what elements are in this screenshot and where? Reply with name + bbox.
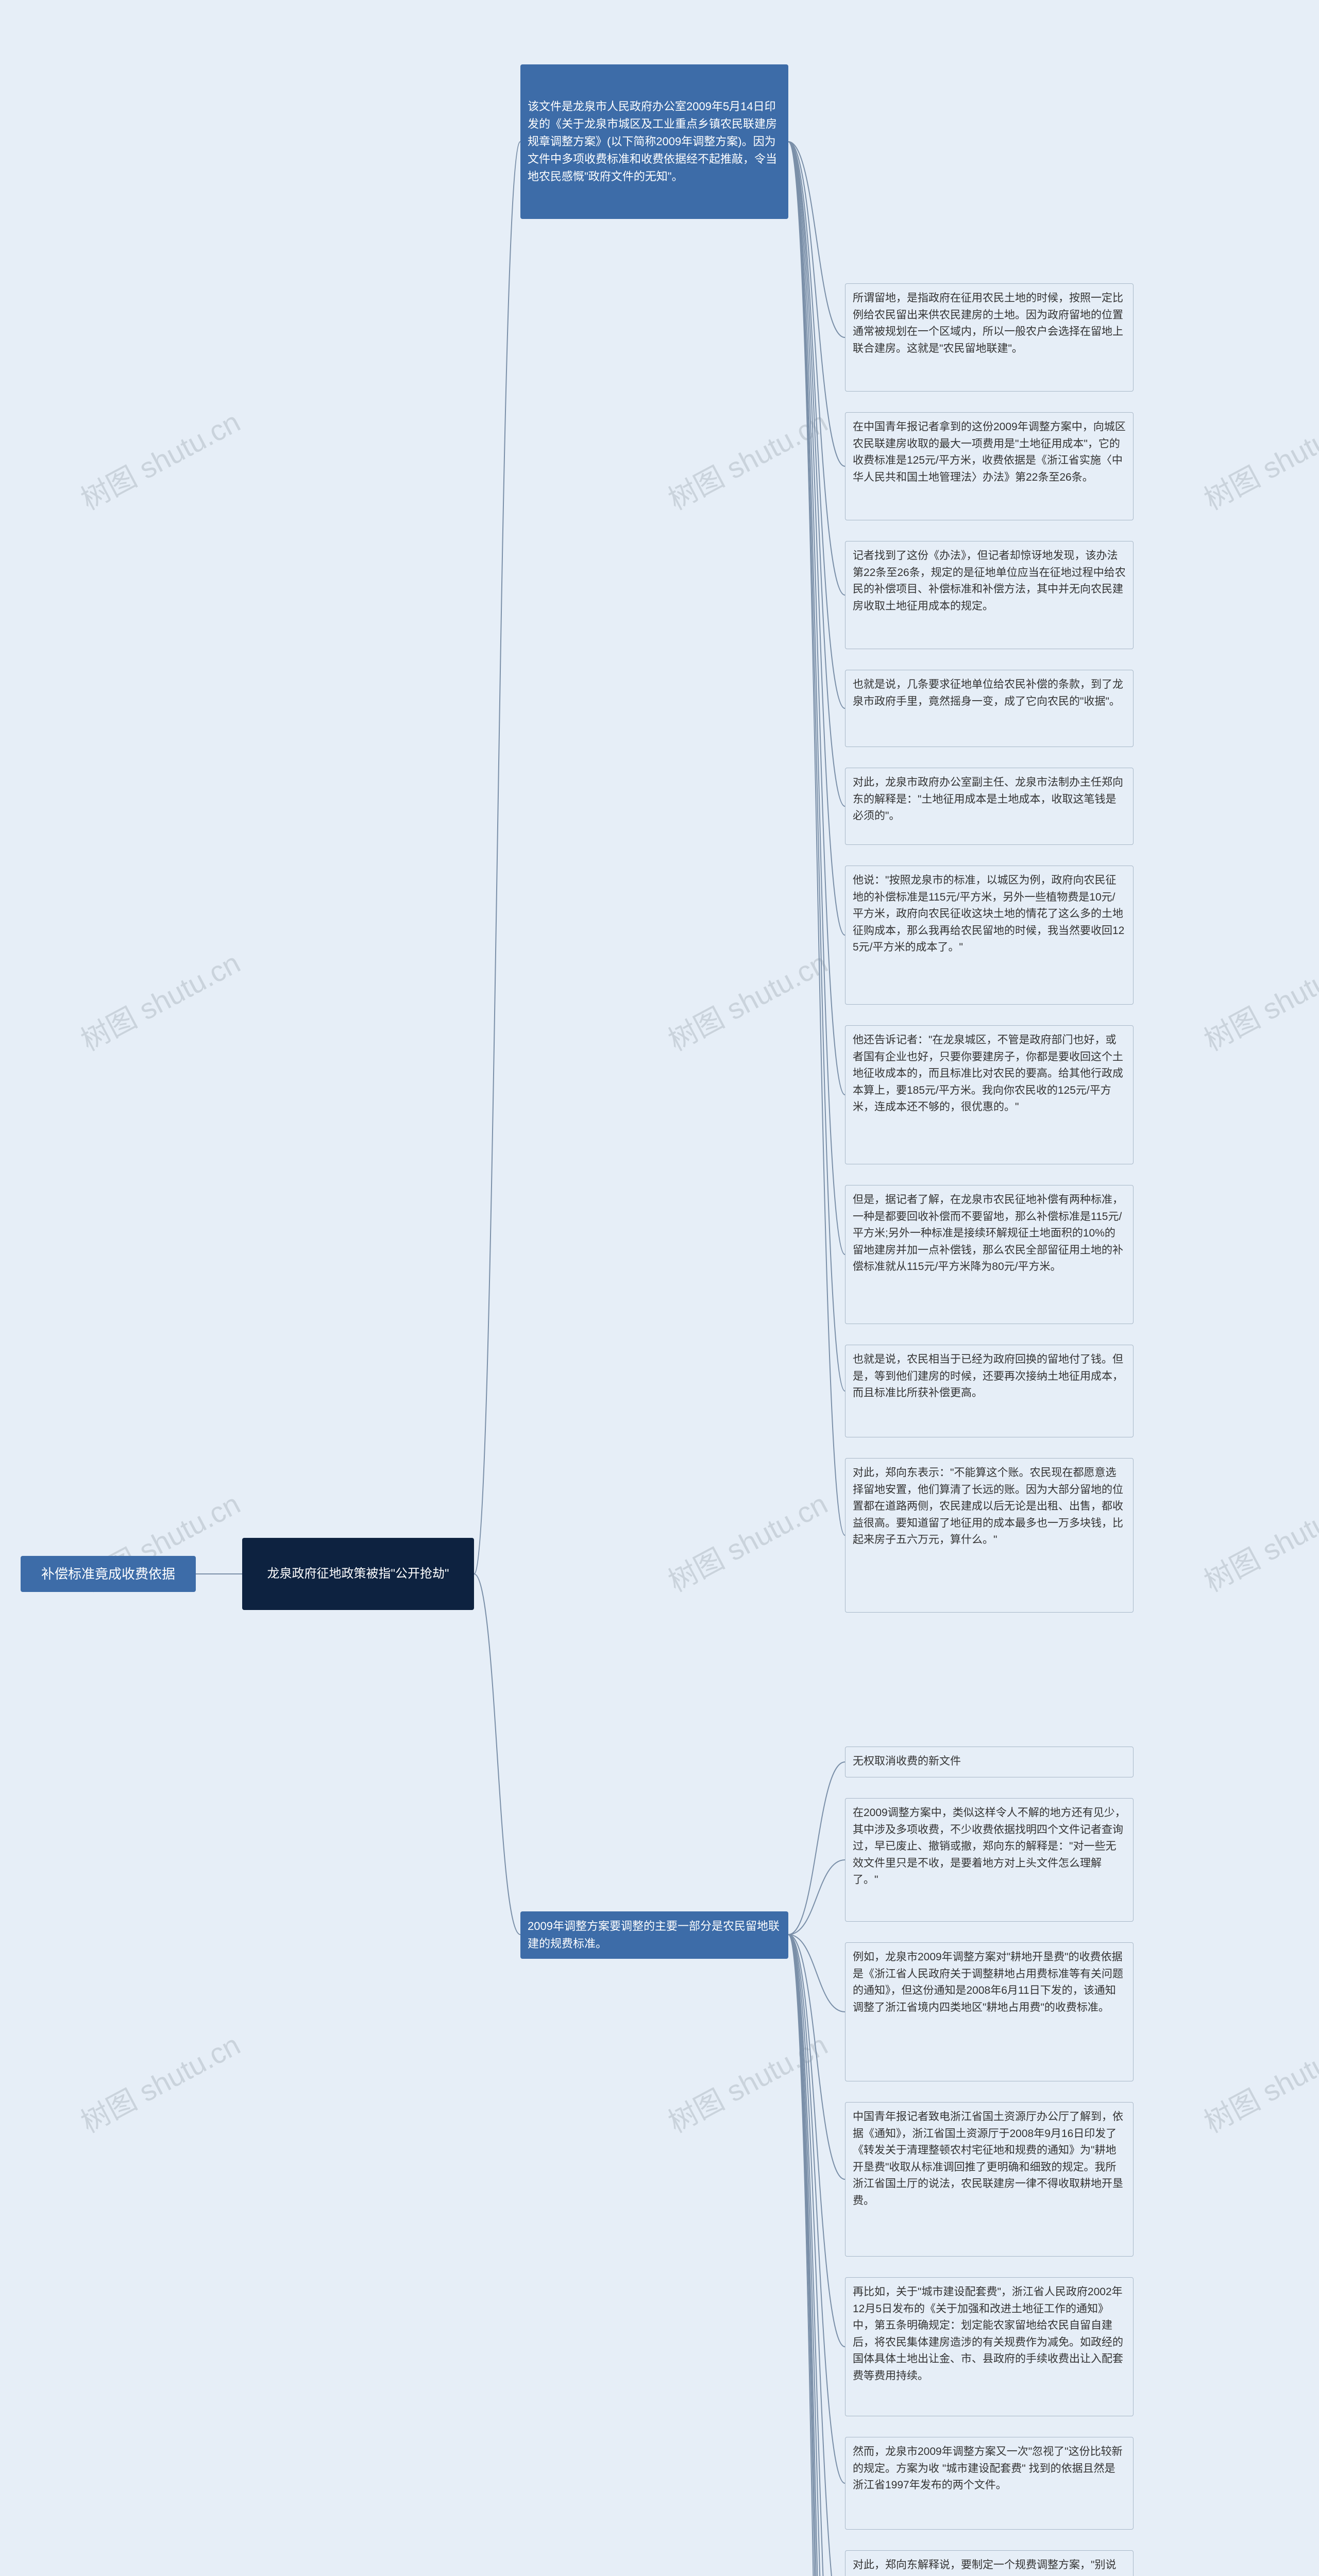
- leaf-a-3: 也就是说，几条要求征地单位给农民补偿的条款，到了龙泉市政府手里，竟然摇身一变，成…: [845, 670, 1134, 747]
- leaf-b-4: 再比如，关于"城市建设配套费"，浙江省人民政府2002年12月5日发布的《关于加…: [845, 2277, 1134, 2416]
- branch-b: 2009年调整方案要调整的主要一部分是农民留地联建的规费标准。: [520, 1911, 788, 1959]
- watermark: 树图 shutu.cn: [73, 2022, 247, 2141]
- watermark: 树图 shutu.cn: [73, 399, 247, 518]
- leaf-a-2: 记者找到了这份《办法》，但记者却惊讶地发现，该办法第22条至26条，规定的是征地…: [845, 541, 1134, 649]
- leaf-b-6: 对此，郑向东解释说，要制定一个规费调整方案，"别说你不是专业搞这个的，就算我们物…: [845, 2550, 1134, 2576]
- leaf-b-1: 在2009调整方案中，类似这样令人不解的地方还有见少，其中涉及多项收费，不少收费…: [845, 1798, 1134, 1922]
- leaf-b-0: 无权取消收费的新文件: [845, 1747, 1134, 1777]
- leaf-b-5: 然而，龙泉市2009年调整方案又一次"忽视了"这份比较新的规定。方案为收 "城市…: [845, 2437, 1134, 2530]
- watermark: 树图 shutu.cn: [73, 940, 247, 1059]
- leaf-b-3: 中国青年报记者致电浙江省国土资源厅办公厅了解到，依据《通知》，浙江省国土资源厅于…: [845, 2102, 1134, 2257]
- branch-a: 该文件是龙泉市人民政府办公室2009年5月14日印发的《关于龙泉市城区及工业重点…: [520, 64, 788, 219]
- leaf-a-9: 对此，郑向东表示："不能算这个账。农民现在都愿意选择留地安置，他们算清了长远的账…: [845, 1458, 1134, 1613]
- watermark: 树图 shutu.cn: [1196, 2022, 1319, 2141]
- watermark: 树图 shutu.cn: [660, 2022, 834, 2141]
- leaf-a-4: 对此，龙泉市政府办公室副主任、龙泉市法制办主任郑向东的解释是："土地征用成本是土…: [845, 768, 1134, 845]
- leaf-a-0: 所谓留地，是指政府在征用农民土地的时候，按照一定比例给农民留出来供农民建房的土地…: [845, 283, 1134, 392]
- watermark: 树图 shutu.cn: [660, 2563, 834, 2576]
- leaf-a-6: 他还告诉记者："在龙泉城区，不管是政府部门也好，或者国有企业也好，只要你要建房子…: [845, 1025, 1134, 1164]
- watermark: 树图 shutu.cn: [1196, 399, 1319, 518]
- watermark: 树图 shutu.cn: [1196, 1481, 1319, 1600]
- leaf-a-5: 他说："按照龙泉市的标准，以城区为例，政府向农民征地的补偿标准是115元/平方米…: [845, 866, 1134, 1005]
- leaf-b-2: 例如，龙泉市2009年调整方案对"耕地开垦费"的收费依据是《浙江省人民政府关于调…: [845, 1942, 1134, 2081]
- watermark: 树图 shutu.cn: [1196, 2563, 1319, 2576]
- watermark: 树图 shutu.cn: [660, 1481, 834, 1600]
- root-node: 补偿标准竟成收费依据: [21, 1556, 196, 1592]
- watermark: 树图 shutu.cn: [73, 2563, 247, 2576]
- leaf-a-7: 但是，据记者了解，在龙泉市农民征地补偿有两种标准，一种是都要回收补偿而不要留地，…: [845, 1185, 1134, 1324]
- lvl1-node: 龙泉政府征地政策被指"公开抢劫": [242, 1538, 474, 1610]
- watermark: 树图 shutu.cn: [660, 940, 834, 1059]
- watermark: 树图 shutu.cn: [1196, 940, 1319, 1059]
- leaf-a-8: 也就是说，农民相当于已经为政府回换的留地付了钱。但是，等到他们建房的时候，还要再…: [845, 1345, 1134, 1437]
- watermark: 树图 shutu.cn: [660, 399, 834, 518]
- leaf-a-1: 在中国青年报记者拿到的这份2009年调整方案中，向城区农民联建房收取的最大一项费…: [845, 412, 1134, 520]
